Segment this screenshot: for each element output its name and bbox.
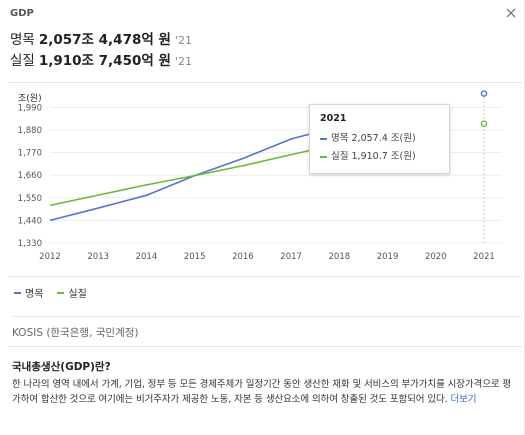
card-header-label: GDP (10, 8, 34, 19)
stat-value: 2,057조 4,478억 원 (38, 32, 171, 48)
stat-name: 명목 (10, 32, 35, 48)
real-gdp-stat: 실질 1,910조 7,450억 원 '21 (10, 49, 192, 69)
x-tick-label: 2020 (425, 252, 447, 262)
legend-label-real: 실질 (68, 289, 87, 300)
x-tick-label: 2013 (87, 252, 109, 262)
legend-label-nominal: 명목 (25, 289, 44, 300)
real-swatch-icon (57, 291, 65, 294)
description-title: 국내총생산(GDP)란? (12, 361, 111, 373)
x-tick-label: 2021 (473, 252, 495, 262)
x-tick-label: 2015 (184, 252, 206, 262)
x-tick-label: 2014 (136, 252, 158, 262)
chart-svg: 조(원) 1,330 1,440 1,550 1,660 1,770 1,880 1,990 2… (18, 90, 502, 262)
gdp-description: 국내총생산(GDP)란? 한 나라의 영역 내에서 가계, 기업, 정부 등 모… (8, 346, 522, 407)
stat-name: 실질 (10, 53, 35, 69)
chart-tooltip: 2021 명목 2,057.4 조(원) 실질 1,910.7 조(원) (309, 104, 450, 174)
x-tick-label: 2019 (377, 252, 399, 262)
y-tick-label: 1,440 (18, 216, 42, 226)
y-tick-label: 1,550 (18, 194, 42, 204)
nominal-marker-icon (320, 137, 327, 140)
stat-year: '21 (174, 55, 192, 68)
close-icon[interactable] (504, 6, 518, 20)
nominal-gdp-stat: 명목 2,057조 4,478억 원 '21 (10, 28, 192, 48)
y-tick-label: 1,330 (18, 239, 42, 249)
y-tick-label: 1,660 (18, 171, 42, 181)
tooltip-title: 2021 (320, 113, 347, 124)
gdp-line-chart[interactable]: 조(원) 1,330 1,440 1,550 1,660 1,770 1,880 1,990 2… (8, 82, 522, 277)
x-tick-label: 2018 (329, 252, 351, 262)
chart-legend: 명목 실질 (14, 285, 87, 300)
tooltip-real-text: 실질 1,910.7 조(원) (331, 151, 416, 162)
y-unit-label: 조(원) (18, 93, 42, 104)
more-link[interactable]: 더보기 (450, 394, 477, 405)
y-tick-label: 1,880 (18, 126, 42, 136)
stat-value: 1,910조 7,450억 원 (38, 53, 171, 69)
x-tick-label: 2016 (232, 252, 254, 262)
y-tick-label: 1,770 (18, 149, 42, 159)
description-text: 한 나라의 영역 내에서 가계, 기업, 정부 등 모든 경제주체가 일정기간 … (12, 379, 512, 405)
stat-year: '21 (174, 34, 192, 47)
tooltip-nominal-text: 명목 2,057.4 조(원) (331, 133, 416, 144)
real-marker-icon (320, 155, 327, 158)
legend-item-real[interactable]: 실질 (57, 285, 87, 300)
description-body: 한 나라의 영역 내에서 가계, 기업, 정부 등 모든 경제주체가 일정기간 … (12, 377, 518, 407)
x-tick-label: 2017 (280, 252, 302, 262)
x-tick-label: 2012 (39, 252, 61, 262)
hover-point-nominal (480, 90, 488, 97)
legend-item-nominal[interactable]: 명목 (14, 285, 43, 300)
y-tick-label: 1,990 (18, 103, 42, 113)
nominal-swatch-icon (14, 291, 21, 294)
hover-point-real (480, 120, 488, 127)
tooltip-row-nominal: 명목 2,057.4 조(원) (320, 130, 439, 144)
tooltip-row-real: 실질 1,910.7 조(원) (320, 148, 439, 162)
data-source: KOSIS (한국은행, 국민계정) (12, 316, 522, 340)
